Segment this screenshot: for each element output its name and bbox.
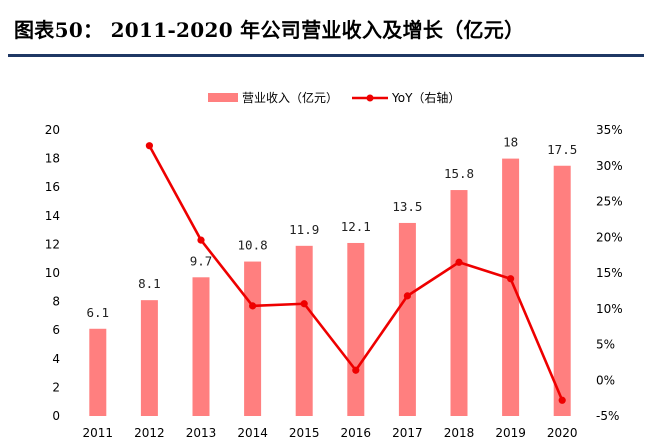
bar-2018 — [450, 190, 468, 416]
yoy-point-2014 — [249, 302, 257, 310]
bar-label-2016: 12.1 — [341, 219, 371, 234]
bar-2011 — [89, 328, 107, 416]
revenue-data-labels: 6.1 8.1 9.7 10.8 11.9 12.1 13.5 15.8 18 17.5 — [87, 135, 578, 320]
bar-label-2011: 6.1 — [87, 305, 110, 320]
legend-bar-swatch — [208, 93, 238, 102]
bar-label-2012: 8.1 — [138, 276, 161, 291]
legend: 营业收入（亿元） YoY（右轴） — [208, 90, 460, 105]
bar-2014 — [244, 261, 262, 416]
left-tick-label: 18 — [45, 152, 60, 166]
yoy-point-2018 — [455, 258, 463, 266]
left-tick-label: 0 — [52, 409, 60, 423]
bar-2017 — [398, 222, 416, 416]
right-tick-label: 25% — [596, 195, 623, 209]
right-tick-label: 35% — [596, 123, 623, 137]
bar-2020 — [553, 165, 571, 416]
bar-label-2014: 10.8 — [238, 238, 268, 253]
left-tick-label: 2 — [52, 380, 60, 394]
yoy-point-2015 — [300, 300, 308, 308]
left-tick-label: 16 — [45, 180, 60, 194]
yoy-point-2016 — [352, 366, 360, 374]
x-tick-2013: 2013 — [186, 426, 217, 438]
right-tick-label: 10% — [596, 302, 623, 316]
figure-title: 图表50： 2011-2020 年公司营业收入及增长（亿元） — [14, 18, 525, 42]
bar-2019 — [502, 158, 520, 416]
left-tick-label: 4 — [52, 352, 60, 366]
left-axis-ticks: 0 2 4 6 8 10 12 14 16 18 20 — [45, 123, 60, 423]
right-tick-label: 15% — [596, 266, 623, 280]
x-axis-ticks: 2011 2012 2013 2014 2015 2016 2017 2018 2019 2020 — [83, 426, 578, 438]
left-tick-label: 10 — [45, 266, 60, 280]
left-tick-label: 20 — [45, 123, 60, 137]
bar-2012 — [140, 300, 158, 416]
x-tick-2018: 2018 — [444, 426, 475, 438]
right-axis-ticks: -5% 0% 5% 10% 15% 20% 25% 30% 35% — [596, 123, 623, 423]
right-tick-label: -5% — [596, 409, 619, 423]
x-tick-2016: 2016 — [341, 426, 372, 438]
bar-2015 — [295, 245, 313, 416]
x-tick-2017: 2017 — [392, 426, 423, 438]
revenue-bars — [89, 158, 571, 416]
right-tick-label: 0% — [596, 373, 615, 387]
legend-bar-label: 营业收入（亿元） — [242, 90, 338, 105]
yoy-point-2020 — [558, 396, 566, 404]
x-tick-2011: 2011 — [83, 426, 114, 438]
x-tick-2020: 2020 — [547, 426, 578, 438]
yoy-point-2017 — [403, 292, 411, 300]
legend-line-label: YoY（右轴） — [391, 90, 460, 105]
x-tick-2015: 2015 — [289, 426, 320, 438]
legend-line-marker — [366, 94, 374, 102]
left-tick-label: 8 — [52, 295, 60, 309]
right-tick-label: 5% — [596, 338, 615, 352]
x-tick-2019: 2019 — [495, 426, 526, 438]
x-tick-2012: 2012 — [134, 426, 165, 438]
yoy-point-2012 — [145, 142, 153, 150]
bar-label-2017: 13.5 — [392, 199, 422, 214]
bar-2016 — [347, 242, 365, 416]
title-rule — [8, 54, 644, 57]
left-tick-label: 14 — [45, 209, 60, 223]
bar-label-2018: 15.8 — [444, 166, 474, 181]
right-tick-label: 30% — [596, 159, 623, 173]
bar-label-2019: 18 — [503, 135, 518, 150]
left-tick-label: 6 — [52, 323, 60, 337]
bar-label-2013: 9.7 — [190, 253, 213, 268]
bar-label-2015: 11.9 — [289, 222, 319, 237]
yoy-line-series — [145, 142, 566, 404]
bar-label-2020: 17.5 — [547, 142, 577, 157]
bar-2013 — [192, 277, 210, 416]
x-tick-2014: 2014 — [237, 426, 268, 438]
left-tick-label: 12 — [45, 237, 60, 251]
right-tick-label: 20% — [596, 230, 623, 244]
yoy-point-2019 — [507, 275, 515, 283]
yoy-point-2013 — [197, 236, 205, 244]
